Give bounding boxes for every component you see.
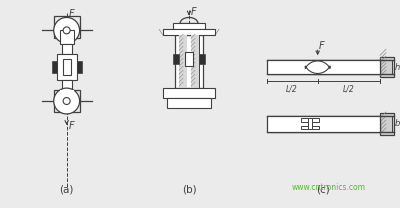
Bar bbox=[175, 35, 203, 88]
Text: L/2: L/2 bbox=[286, 84, 298, 93]
Text: b: b bbox=[395, 119, 400, 128]
Bar bbox=[62, 80, 72, 90]
Circle shape bbox=[54, 17, 80, 43]
Bar bbox=[380, 113, 394, 135]
Bar bbox=[185, 52, 193, 66]
Polygon shape bbox=[305, 61, 330, 73]
Bar bbox=[167, 98, 211, 108]
Text: (b): (b) bbox=[182, 184, 196, 194]
Bar bbox=[267, 60, 380, 74]
Bar bbox=[173, 24, 205, 29]
Bar bbox=[380, 57, 394, 77]
Bar bbox=[60, 90, 74, 101]
Bar bbox=[301, 118, 319, 122]
Text: F: F bbox=[69, 121, 74, 131]
Bar bbox=[57, 54, 77, 80]
Text: F: F bbox=[319, 41, 324, 51]
Text: L/2: L/2 bbox=[343, 84, 355, 93]
Bar bbox=[54, 90, 80, 112]
Bar bbox=[308, 118, 312, 129]
Text: F: F bbox=[69, 10, 74, 20]
Bar bbox=[52, 61, 57, 73]
Circle shape bbox=[63, 98, 70, 104]
Text: (c): (c) bbox=[316, 184, 330, 194]
Bar bbox=[63, 59, 71, 75]
Bar bbox=[77, 61, 82, 73]
Circle shape bbox=[54, 88, 80, 114]
Bar bbox=[267, 116, 380, 132]
Bar bbox=[191, 35, 199, 88]
Bar bbox=[62, 44, 72, 54]
Text: F: F bbox=[191, 7, 197, 17]
Text: www.cntronics.com: www.cntronics.com bbox=[291, 183, 365, 192]
Bar bbox=[179, 35, 187, 88]
Bar bbox=[163, 29, 215, 35]
Circle shape bbox=[63, 27, 70, 34]
Bar bbox=[54, 16, 80, 38]
Bar bbox=[163, 88, 215, 98]
Text: h: h bbox=[395, 63, 400, 72]
Bar bbox=[301, 126, 319, 129]
Bar bbox=[199, 54, 205, 64]
Bar bbox=[173, 54, 179, 64]
Bar bbox=[60, 30, 74, 44]
Text: (a): (a) bbox=[60, 184, 74, 194]
